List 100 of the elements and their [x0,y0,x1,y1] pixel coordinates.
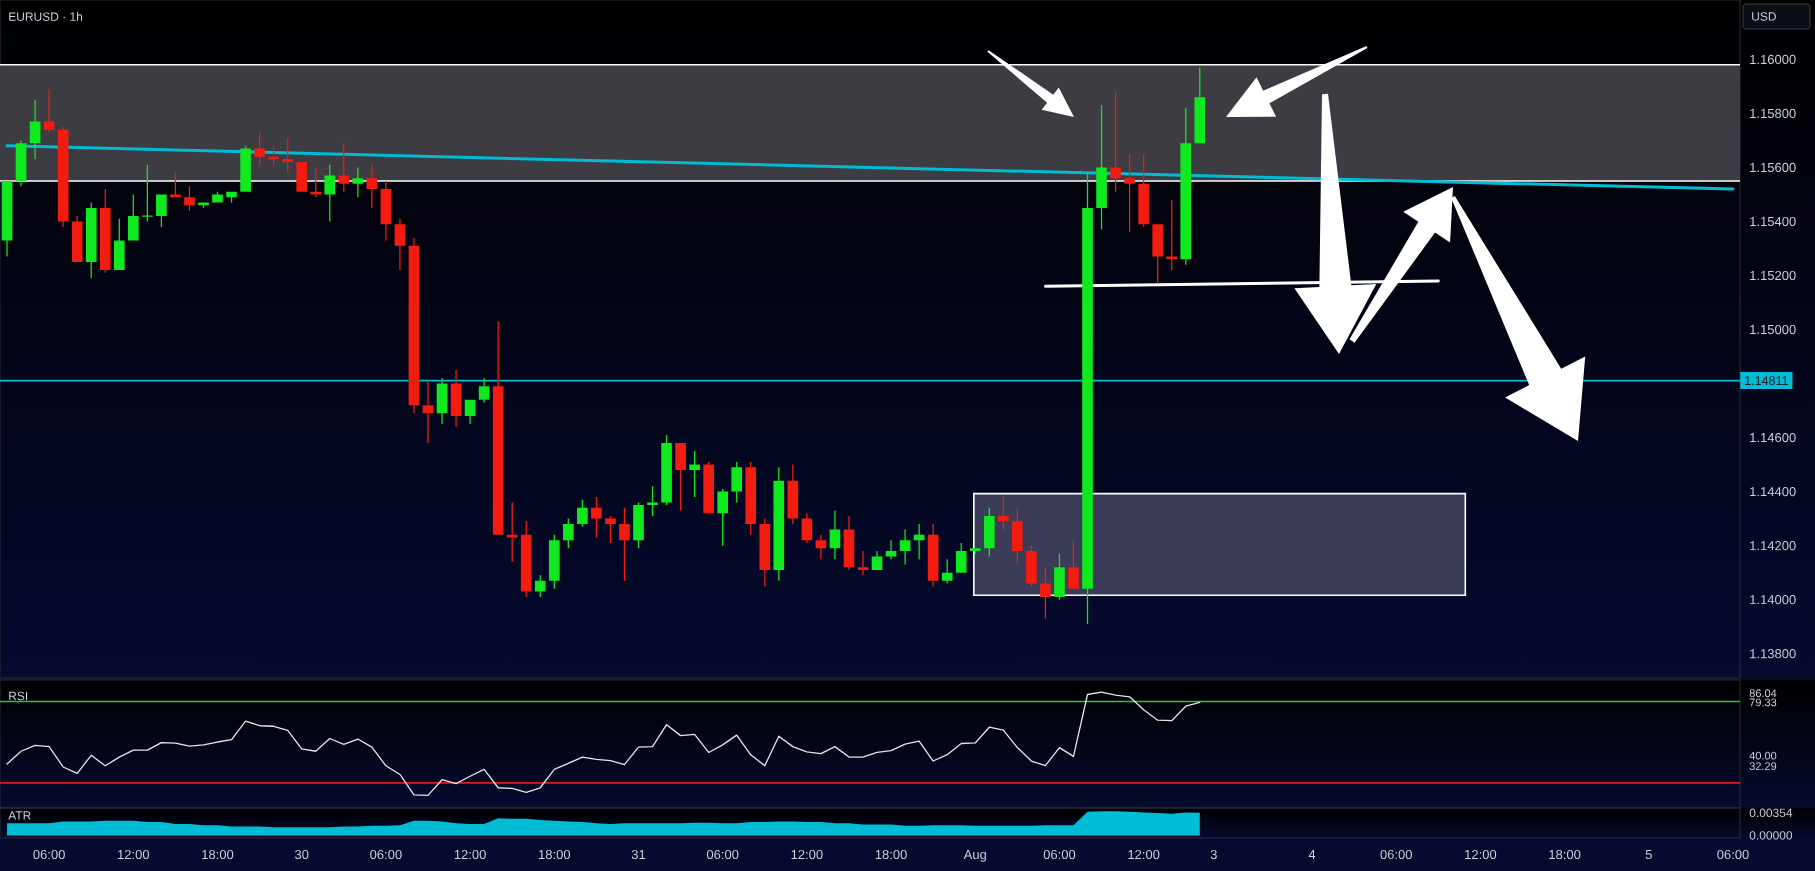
candlestick [548,534,560,589]
candlestick [226,191,237,203]
x-tick-label: 31 [631,849,646,860]
candlestick [534,575,546,597]
candlestick [619,507,630,581]
candlestick [184,186,195,211]
candlestick [731,461,743,503]
candlestick [338,143,350,192]
candlestick [773,467,785,581]
y-tick-label: 40.00 [1749,751,1777,760]
x-tick-label: 06:00 [370,849,402,860]
y-tick-label: 1.15200 [1750,270,1796,281]
candlestick [913,524,925,560]
candlestick [29,99,41,160]
candlestick [1180,108,1192,265]
x-tick-label: 18:00 [202,849,234,860]
candlestick [941,559,953,584]
candlestick [71,216,83,262]
y-tick-label: 79.33 [1749,698,1777,707]
candlestick [1138,153,1149,227]
x-tick-label: 4 [1308,850,1316,859]
line-series [6,691,1201,797]
candlestick [1194,67,1206,144]
candlestick [142,164,153,222]
candlestick [829,510,841,560]
candlestick [254,132,265,165]
text: RSI [9,691,28,701]
candlestick [422,380,434,443]
x-tick-label: 18:00 [539,849,571,860]
candlestick [212,191,223,203]
x-tick-label: 12:00 [118,849,150,860]
y-tick-label: 1.15400 [1750,216,1796,227]
x-tick-label: 18:00 [1549,849,1581,860]
candlestick [1012,507,1023,565]
candlestick [43,89,55,133]
candlestick [113,218,125,271]
y-tick-label: 86.04 [1749,689,1777,698]
candlestick [1096,105,1107,230]
candlestick [759,518,771,587]
candlestick [562,518,574,549]
x-tick-label: 12:00 [791,849,823,860]
candlestick [871,551,883,570]
x-tick-label: 12:00 [1128,849,1160,860]
candlestick [633,502,644,549]
candlestick [745,461,757,535]
x-tick-label: Aug [963,850,986,862]
y-tick-label: 1.13800 [1750,649,1796,659]
y-tick-label: 1.14200 [1750,541,1796,551]
candlestick [520,521,532,597]
candlestick [843,515,855,570]
candlestick [899,529,911,565]
candlestick [591,497,602,538]
candlestick [464,399,476,425]
candlestick [955,542,967,573]
candlestick [605,515,616,543]
candlestick [1124,153,1135,233]
candlestick [282,137,294,173]
candlestick [1110,91,1121,192]
candlestick [99,189,111,273]
candlestick [1054,553,1065,600]
chart-title: ATR [8,811,31,820]
candlestick [85,202,97,279]
candlestick [815,534,827,560]
x-tick-label: 3 [1210,849,1217,860]
candlestick [661,434,672,506]
candlestick [15,140,27,187]
candlestick [394,218,406,271]
candlestick [801,513,813,543]
y-tick-label: 1.16000 [1750,54,1796,65]
candlestick [127,194,139,241]
candlestick [450,370,462,427]
x-tick-label: 06:00 [1380,849,1412,860]
candlestick [647,486,658,516]
candlestick [969,548,981,554]
y-tick-label: 0.00354 [1749,808,1793,818]
y-tick-label: 1.14600 [1750,432,1796,443]
y-axis-title: USD [1752,12,1776,21]
y-tick-label: 0.00000 [1749,831,1793,840]
x-tick-label: 12:00 [1465,849,1497,860]
text: EURUSD · 1h [9,12,83,21]
candlestick [408,237,420,414]
candlestick [1152,224,1164,284]
candlestick [703,461,714,514]
candlestick [1,180,13,257]
candlestick [296,162,308,192]
y-tick-label: 1.14000 [1750,595,1796,605]
candlestick [57,126,69,227]
x-tick-label: 06:00 [33,849,65,860]
x-tick-label: 18:00 [875,849,907,860]
x-tick-label: 06:00 [706,849,739,860]
candlestick [366,164,378,208]
candlestick [983,507,995,557]
x-tick-label: 06:00 [1717,849,1749,860]
candlestick [506,502,518,562]
candlestick [1026,545,1037,587]
candlestick [1040,567,1051,619]
candlestick [170,172,181,198]
candlestick [927,524,939,587]
y-tick-label: 32.29 [1749,762,1777,771]
candlestick [324,164,336,222]
